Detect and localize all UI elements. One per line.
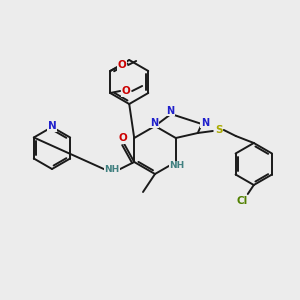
Text: O: O [118, 60, 127, 70]
Text: NH: NH [169, 161, 184, 170]
Text: N: N [201, 118, 209, 128]
Text: O: O [119, 133, 128, 143]
Text: N: N [48, 121, 56, 131]
Text: Cl: Cl [236, 196, 248, 206]
Text: S: S [215, 125, 223, 135]
Text: NH: NH [105, 164, 120, 173]
Text: N: N [166, 106, 174, 116]
Text: N: N [150, 118, 158, 128]
Text: O: O [122, 86, 130, 96]
